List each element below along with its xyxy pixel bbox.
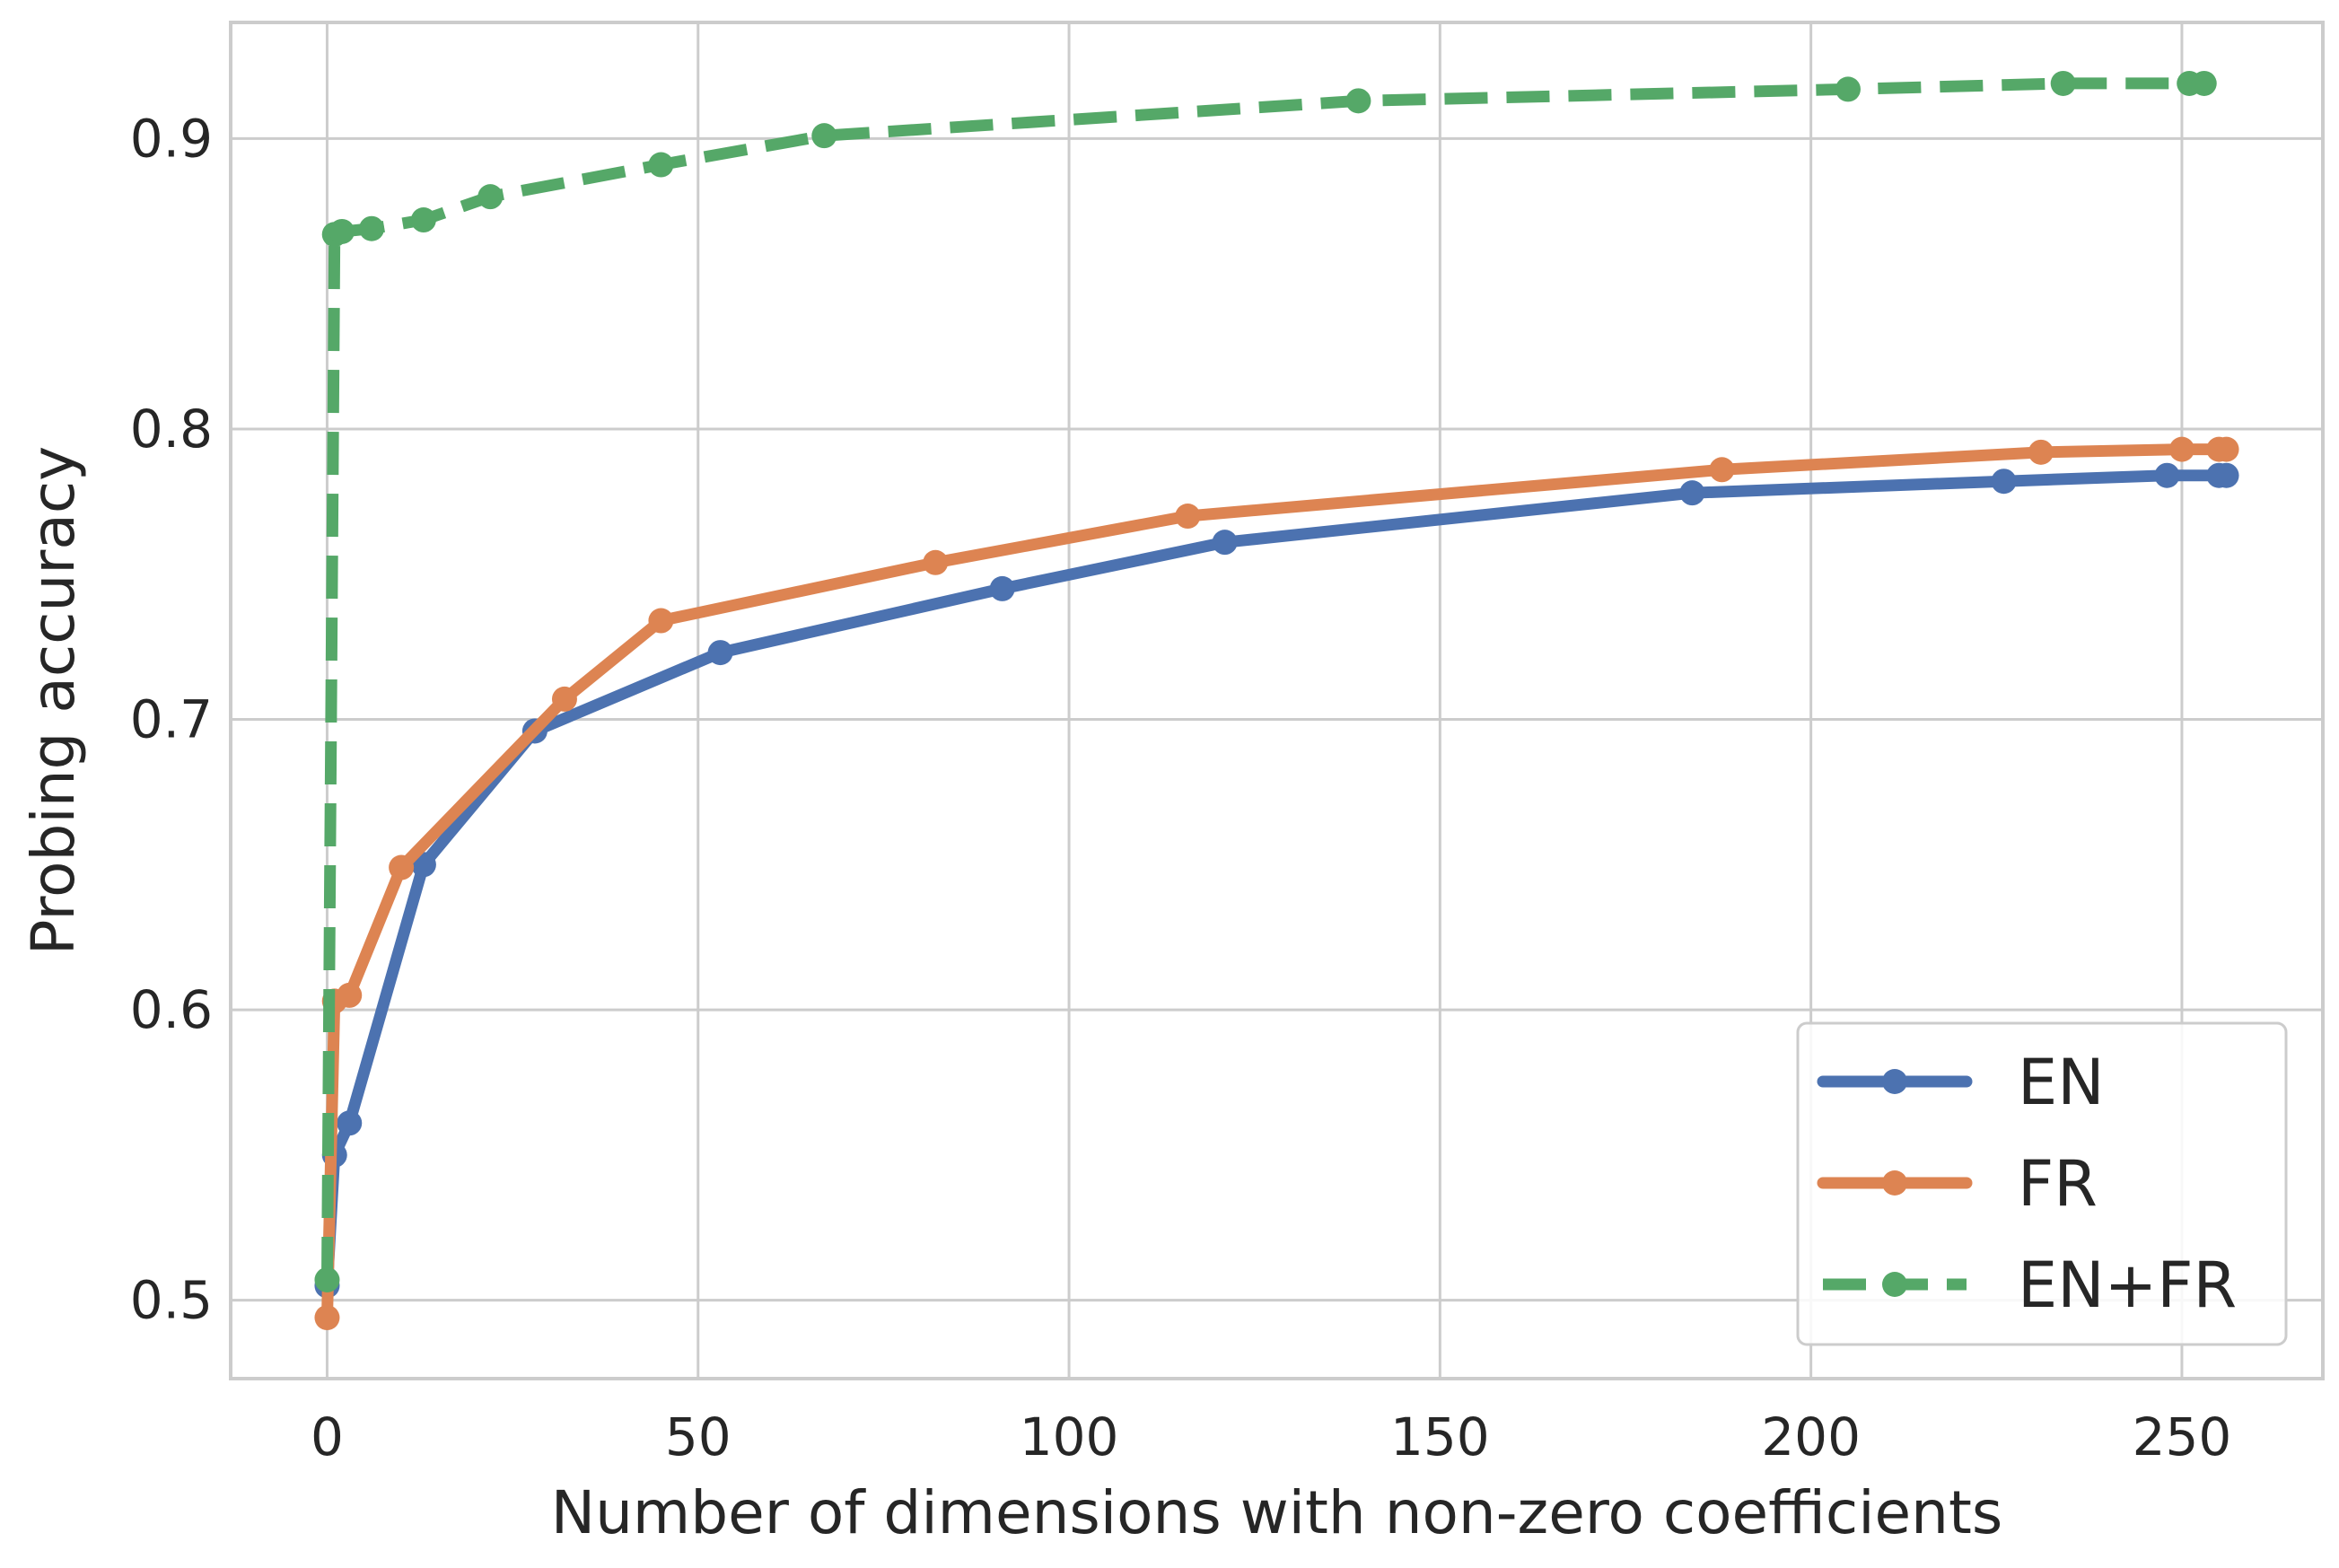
tick-labels: 0 50 100 150 200 250 0.5 0.6 0.7 0.8 0.9	[130, 108, 2232, 1467]
data-point	[551, 686, 577, 712]
data-point	[2028, 439, 2054, 465]
data-point	[1709, 457, 1735, 483]
legend-label: FR	[2018, 1147, 2098, 1221]
y-axis-label: Probing accuracy	[19, 446, 88, 955]
data-point	[923, 549, 949, 575]
data-point	[811, 123, 837, 149]
data-point	[1212, 530, 1238, 556]
x-axis-label: Number of dimensions with non-zero coeff…	[551, 1478, 2003, 1547]
legend-label: EN	[2018, 1046, 2105, 1119]
series-en-fr	[314, 70, 2217, 1292]
legend-item: EN	[1817, 1046, 2105, 1119]
x-tick-label: 150	[1390, 1406, 1490, 1467]
legend-marker	[1882, 1170, 1907, 1196]
legend: EN FR EN+FR	[1796, 1021, 2288, 1346]
data-point	[410, 207, 436, 233]
data-point	[337, 1110, 363, 1136]
legend-item: EN+FR	[1823, 1248, 2237, 1322]
legend-marker	[1882, 1272, 1907, 1297]
x-tick-label: 200	[1761, 1406, 1861, 1467]
legend-item: FR	[1817, 1147, 2098, 1221]
data-point	[648, 152, 674, 178]
data-point	[1175, 504, 1201, 530]
data-point	[314, 1266, 340, 1292]
data-point	[2168, 436, 2194, 462]
data-point	[2191, 70, 2217, 96]
data-point	[2213, 436, 2239, 462]
plot-frame	[229, 21, 2325, 1380]
data-point	[477, 184, 504, 210]
data-point	[648, 608, 674, 634]
x-tick-label: 100	[1020, 1406, 1119, 1467]
data-point	[1345, 88, 1371, 114]
y-tick-label: 0.6	[130, 979, 213, 1040]
data-point	[1835, 76, 1861, 102]
data-point	[989, 575, 1015, 601]
y-tick-label: 0.8	[130, 399, 213, 460]
data-point	[1991, 469, 2017, 495]
grid	[231, 22, 2323, 1379]
data-point	[2050, 70, 2076, 96]
x-tick-label: 50	[665, 1406, 731, 1467]
series-fr	[314, 436, 2239, 1331]
y-tick-label: 0.7	[130, 689, 213, 750]
data-point	[329, 218, 355, 244]
data-point	[2213, 462, 2239, 488]
legend-label: EN+FR	[2018, 1248, 2237, 1322]
data-point	[359, 215, 385, 241]
data-point	[337, 982, 363, 1008]
data-point	[314, 1305, 340, 1331]
data-point	[707, 640, 733, 666]
series-lines	[314, 70, 2239, 1331]
data-point	[1679, 480, 1705, 506]
data-point	[389, 854, 415, 880]
y-tick-label: 0.9	[130, 108, 213, 169]
legend-box	[1796, 1021, 2288, 1346]
data-point	[2154, 462, 2180, 488]
legend-marker	[1882, 1069, 1907, 1094]
x-tick-label: 250	[2133, 1406, 2232, 1467]
x-tick-label: 0	[311, 1406, 344, 1467]
y-tick-label: 0.5	[130, 1270, 213, 1331]
